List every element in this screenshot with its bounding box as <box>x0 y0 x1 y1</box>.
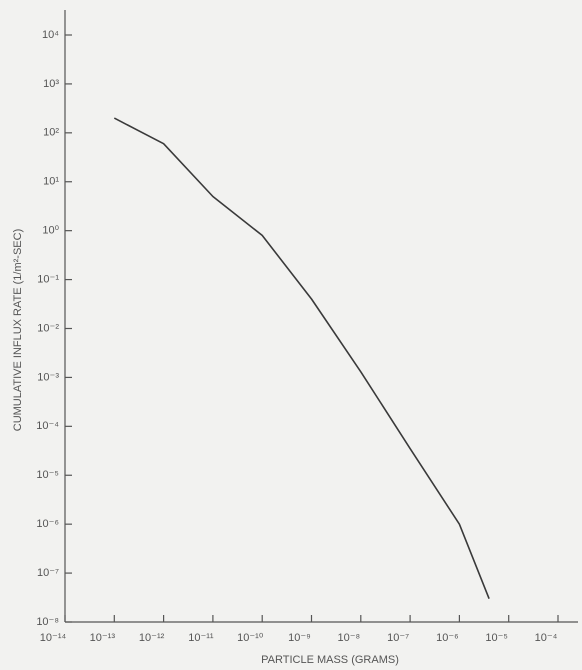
x-tick-label: 10⁻¹² <box>139 632 165 644</box>
x-tick-label: 10⁻¹¹ <box>188 632 214 644</box>
y-tick-label: 10³ <box>43 78 59 90</box>
x-axis-label: PARTICLE MASS (GRAMS) <box>261 654 399 666</box>
y-tick-label: 10⁻⁸ <box>36 616 59 628</box>
x-tick-label: 10⁻⁶ <box>436 632 459 644</box>
y-tick-label: 10¹ <box>43 176 59 188</box>
x-tick-label: 10⁻⁸ <box>337 632 360 644</box>
x-tick-label: 10⁻⁷ <box>387 632 409 644</box>
x-tick-label: 10⁻⁴ <box>535 632 558 644</box>
x-tick-label: 10⁻⁹ <box>288 632 311 644</box>
y-tick-label: 10⁻¹ <box>37 273 59 285</box>
x-tick-label: 10⁻⁵ <box>485 632 508 644</box>
y-tick-label: 10⁻⁴ <box>36 420 59 432</box>
y-tick-label: 10⁴ <box>42 29 59 41</box>
y-tick-label: 10⁻² <box>37 322 59 334</box>
x-tick-label: 10⁻¹⁰ <box>237 632 264 644</box>
y-tick-label: 10⁰ <box>42 225 59 237</box>
y-tick-label: 10⁻⁷ <box>37 567 59 579</box>
data-line <box>113 117 490 599</box>
y-tick-label: 10² <box>43 127 59 139</box>
y-axis-label: CUMULATIVE INFLUX RATE (1/m²-SEC) <box>12 229 24 432</box>
y-tick-label: 10⁻⁵ <box>36 469 59 481</box>
x-tick-label: 10⁻¹⁴ <box>40 632 67 644</box>
y-tick-label: 10⁻⁶ <box>36 518 59 530</box>
y-tick-label: 10⁻³ <box>37 371 59 383</box>
x-tick-label: 10⁻¹³ <box>90 632 116 644</box>
